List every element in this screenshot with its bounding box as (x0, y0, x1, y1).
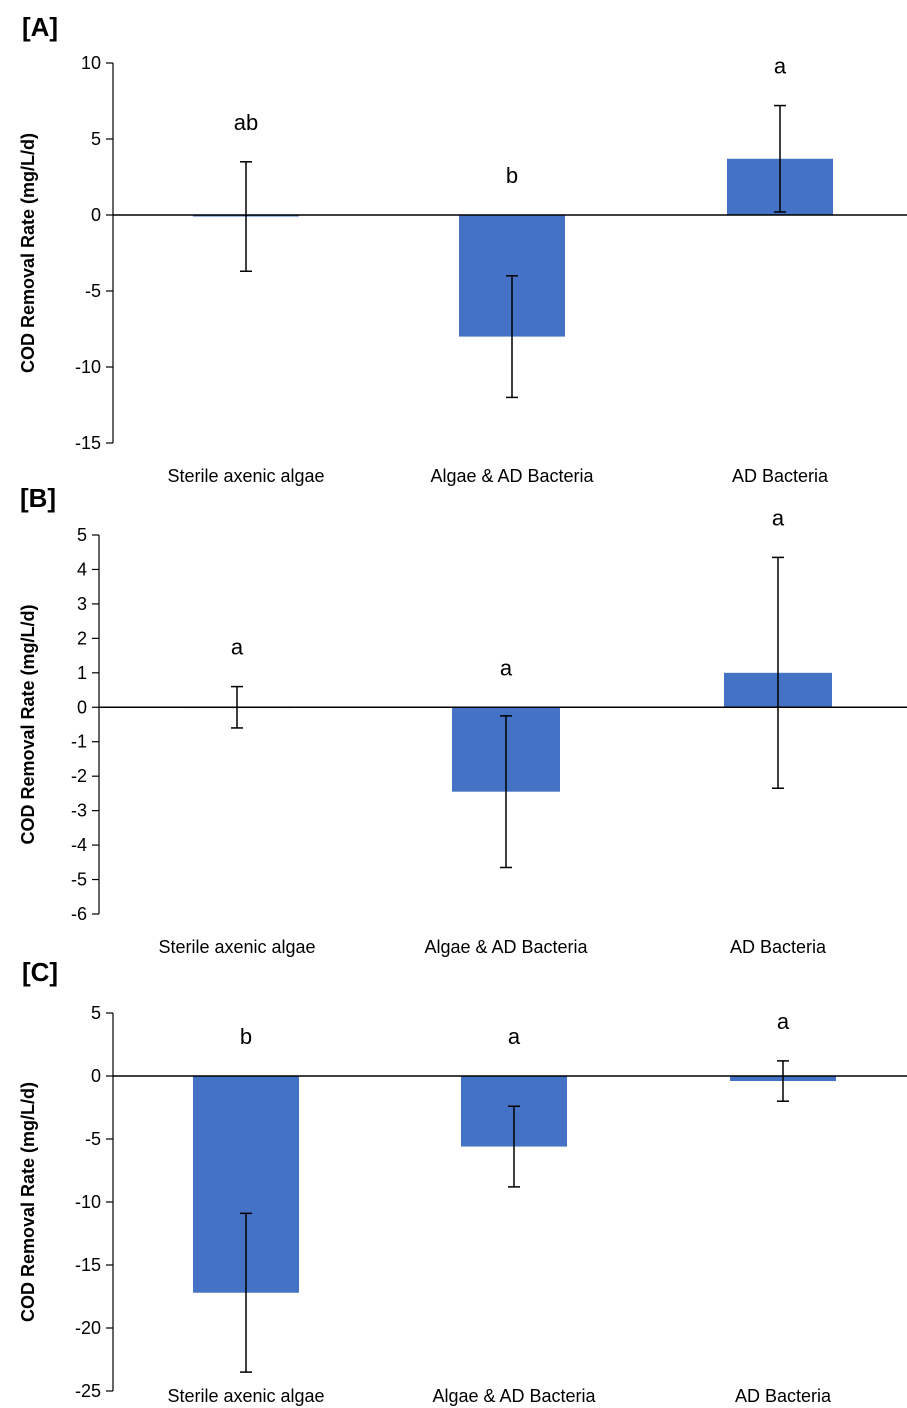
panel-label: [C] (22, 957, 58, 987)
significance-label-1: b (240, 1024, 252, 1049)
error-bar-3 (777, 1060, 789, 1102)
y-tick-label: 5 (91, 1003, 101, 1023)
chart-panel-1: [A] COD Removal Rate (mg/L/d) 10 5 0 -5 -10 -15… (18, 12, 907, 486)
y-tick-label: -15 (75, 1255, 101, 1275)
error-bar-1 (231, 685, 243, 729)
significance-label-3: a (772, 505, 785, 530)
category-label-3: AD Bacteria (735, 1386, 832, 1406)
error-bar-2 (508, 1105, 520, 1188)
significance-label-3: a (777, 1009, 790, 1034)
error-bar-3 (774, 104, 786, 213)
y-tick-label: 10 (81, 53, 101, 73)
y-tick-label: 1 (77, 663, 87, 683)
y-axis-title: COD Removal Rate (mg/L/d) (18, 133, 38, 373)
significance-label-2: a (508, 1024, 521, 1049)
y-tick-label: -10 (75, 357, 101, 377)
error-bar-1 (240, 1212, 252, 1373)
y-tick-label: -10 (75, 1192, 101, 1212)
y-tick-label: 3 (77, 594, 87, 614)
significance-label-1: ab (234, 110, 258, 135)
category-label-1: Sterile axenic algae (167, 466, 324, 486)
y-tick-label: 0 (91, 205, 101, 225)
chart-panel-2: [B] COD Removal Rate (mg/L/d) 5 4 3 2 1 0 -1 -2 -3… (18, 483, 907, 957)
y-tick-label: 4 (77, 559, 87, 579)
y-tick-label: -5 (71, 870, 87, 890)
y-tick-label: -3 (71, 801, 87, 821)
y-axis-title: COD Removal Rate (mg/L/d) (18, 604, 38, 844)
y-tick-label: 0 (77, 697, 87, 717)
significance-label-3: a (774, 54, 787, 79)
y-tick-label: -6 (71, 904, 87, 924)
significance-label-2: a (500, 655, 513, 680)
panel-label: [B] (20, 483, 56, 513)
y-tick-label: -25 (75, 1381, 101, 1401)
y-tick-label: 5 (91, 129, 101, 149)
error-bar-1 (240, 161, 252, 272)
significance-label-1: a (231, 635, 244, 660)
category-label-1: Sterile axenic algae (167, 1386, 324, 1406)
y-tick-label: 5 (77, 525, 87, 545)
category-label-1: Sterile axenic algae (158, 937, 315, 957)
y-tick-label: 0 (91, 1066, 101, 1086)
category-label-3: AD Bacteria (730, 937, 827, 957)
error-bar-2 (506, 275, 518, 399)
y-tick-label: -4 (71, 835, 87, 855)
category-label-2: Algae & AD Bacteria (432, 1386, 596, 1406)
category-label-2: Algae & AD Bacteria (430, 466, 594, 486)
significance-label-2: b (506, 163, 518, 188)
y-tick-label: -2 (71, 766, 87, 786)
y-tick-label: -1 (71, 732, 87, 752)
panel-label: [A] (22, 12, 58, 42)
y-axis-title: COD Removal Rate (mg/L/d) (18, 1082, 38, 1322)
y-tick-label: -15 (75, 433, 101, 453)
y-tick-label: -20 (75, 1318, 101, 1338)
y-tick-label: -5 (85, 281, 101, 301)
error-bar-2 (500, 715, 512, 869)
y-tick-label: -5 (85, 1129, 101, 1149)
category-label-2: Algae & AD Bacteria (424, 937, 588, 957)
category-label-3: AD Bacteria (732, 466, 829, 486)
chart-panel-3: [C] COD Removal Rate (mg/L/d) 5 0 -5 -10 -15 -2… (18, 957, 907, 1406)
y-tick-label: 2 (77, 628, 87, 648)
error-bar-3 (772, 556, 784, 789)
